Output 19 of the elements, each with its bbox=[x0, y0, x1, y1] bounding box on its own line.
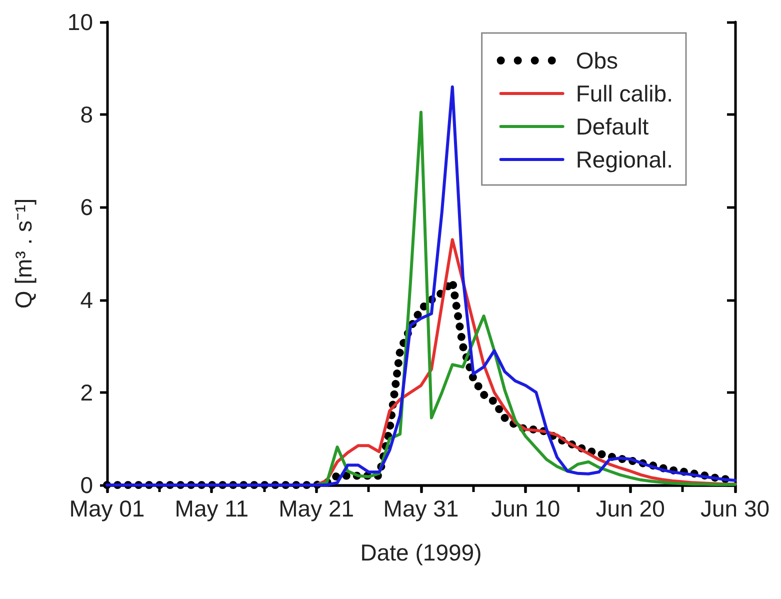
y-tick-label: 6 bbox=[80, 194, 93, 220]
legend-label: Obs bbox=[576, 48, 618, 74]
y-axis-title: Q [m³ . s⁻¹] bbox=[10, 198, 36, 309]
legend-label: Full calib. bbox=[576, 80, 673, 106]
x-tick-label: May 11 bbox=[174, 496, 249, 522]
y-tick-label: 8 bbox=[80, 102, 93, 128]
y-tick-label: 10 bbox=[67, 9, 93, 35]
legend-label: Default bbox=[576, 114, 650, 140]
x-tick-label: May 21 bbox=[278, 496, 354, 522]
x-tick-label: May 01 bbox=[69, 496, 145, 522]
x-tick-label: Jun 20 bbox=[596, 496, 665, 522]
y-tick-label: 4 bbox=[80, 286, 94, 313]
y-tick-label: 0 bbox=[80, 472, 93, 498]
legend-label: Regional. bbox=[576, 146, 674, 172]
x-tick-label: Jun 10 bbox=[491, 496, 560, 522]
x-axis-title: Date (1999) bbox=[360, 540, 482, 566]
x-tick-label: Jun 30 bbox=[700, 496, 770, 522]
x-tick-label: May 31 bbox=[383, 496, 459, 522]
y-tick-label: 2 bbox=[80, 379, 93, 406]
